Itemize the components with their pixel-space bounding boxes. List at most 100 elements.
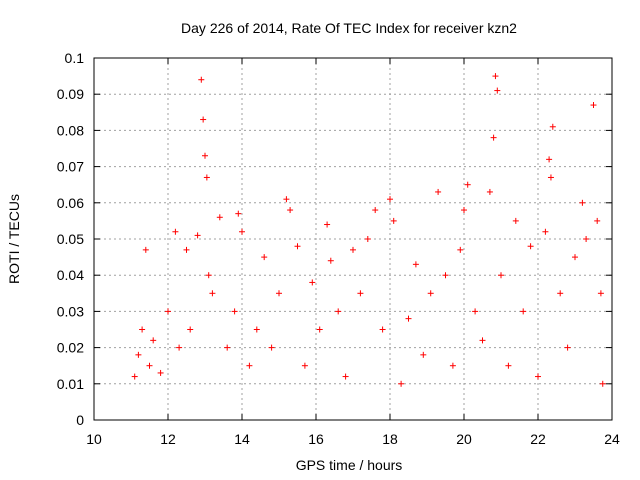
grid-lines xyxy=(94,58,612,420)
data-point xyxy=(547,174,554,181)
data-point xyxy=(357,290,364,297)
data-point xyxy=(379,326,386,333)
data-point xyxy=(309,279,316,286)
y-tick-label: 0.08 xyxy=(57,122,84,138)
data-point xyxy=(405,315,412,322)
data-point xyxy=(172,228,179,235)
y-tick-label: 0.1 xyxy=(65,50,85,66)
data-point xyxy=(420,351,427,358)
data-point xyxy=(131,373,138,380)
data-point xyxy=(572,254,578,261)
data-point xyxy=(335,308,342,315)
data-point xyxy=(268,344,275,351)
y-tick-label: 0.01 xyxy=(57,376,84,392)
data-point xyxy=(457,246,464,253)
data-point xyxy=(512,217,519,224)
data-point xyxy=(442,272,449,279)
data-point xyxy=(253,326,260,333)
data-point xyxy=(490,134,497,141)
data-point xyxy=(276,290,282,297)
data-point xyxy=(239,228,245,235)
data-point xyxy=(492,73,499,80)
y-tick-label: 0.05 xyxy=(57,231,84,247)
data-point xyxy=(202,152,208,159)
data-point xyxy=(150,337,157,344)
data-point xyxy=(590,102,597,109)
y-tick-label: 0.04 xyxy=(57,267,84,283)
data-point xyxy=(342,373,349,380)
data-point xyxy=(283,196,290,203)
data-point xyxy=(520,308,527,315)
chart-title: Day 226 of 2014, Rate Of TEC Index for r… xyxy=(181,20,517,36)
y-tick-label: 0 xyxy=(76,412,84,428)
data-point xyxy=(301,362,308,369)
data-point xyxy=(146,362,153,369)
data-point xyxy=(216,214,223,221)
data-point xyxy=(235,210,242,217)
data-point xyxy=(557,290,564,297)
data-point xyxy=(449,362,456,369)
x-tick-label: 20 xyxy=(456,431,472,447)
y-tick-label: 0.02 xyxy=(57,340,84,356)
data-point xyxy=(203,174,210,181)
data-point xyxy=(486,188,493,195)
data-point xyxy=(165,308,171,315)
data-point xyxy=(187,326,194,333)
x-tick-label: 18 xyxy=(382,431,398,447)
data-point xyxy=(564,344,571,351)
x-tick-label: 14 xyxy=(234,431,250,447)
x-tick-label: 16 xyxy=(308,431,324,447)
data-point xyxy=(200,116,207,123)
data-point xyxy=(246,362,253,369)
data-point xyxy=(398,380,405,387)
y-tick-label: 0.09 xyxy=(57,86,84,102)
data-point xyxy=(579,199,586,206)
data-point xyxy=(194,232,201,239)
data-point xyxy=(372,207,379,214)
x-tick-labels: 10 12 14 16 18 20 22 24 xyxy=(86,431,620,447)
data-point xyxy=(412,261,419,268)
data-point xyxy=(583,236,590,242)
x-tick-label: 24 xyxy=(604,431,620,447)
y-tick-labels: 0 0.01 0.02 0.03 0.04 0.05 0.06 0.07 0.08 0.09 0.1 xyxy=(57,50,84,428)
y-tick-label: 0.06 xyxy=(57,195,84,211)
data-point xyxy=(549,123,556,130)
y-tick-label: 0.07 xyxy=(57,159,84,175)
data-point xyxy=(599,380,606,387)
data-point xyxy=(461,207,467,214)
data-point xyxy=(135,351,142,358)
data-point xyxy=(324,221,331,228)
data-point xyxy=(546,156,553,163)
data-point xyxy=(231,308,238,315)
data-point xyxy=(142,246,149,253)
data-point xyxy=(364,236,371,242)
data-point xyxy=(505,362,512,369)
data-point xyxy=(316,326,323,333)
data-point xyxy=(176,344,183,351)
data-point xyxy=(435,188,442,195)
data-point xyxy=(205,272,212,279)
x-axis-title: GPS time / hours xyxy=(296,457,403,473)
data-point xyxy=(209,290,216,297)
data-point xyxy=(390,217,397,224)
axis-ticks xyxy=(93,57,613,421)
data-point xyxy=(350,246,356,253)
data-point xyxy=(294,243,301,250)
data-point xyxy=(139,326,146,333)
y-tick-label: 0.03 xyxy=(57,303,84,319)
data-point xyxy=(535,373,541,380)
data-point xyxy=(287,207,294,214)
data-point xyxy=(157,369,164,376)
data-point xyxy=(261,254,268,261)
data-point xyxy=(427,290,434,297)
data-points xyxy=(131,73,606,387)
x-tick-label: 12 xyxy=(160,431,176,447)
data-point xyxy=(597,290,604,297)
x-tick-label: 22 xyxy=(530,431,546,447)
data-point xyxy=(479,337,486,344)
data-point xyxy=(494,87,501,94)
data-point xyxy=(464,181,471,188)
data-point xyxy=(472,308,479,315)
data-point xyxy=(224,344,231,351)
